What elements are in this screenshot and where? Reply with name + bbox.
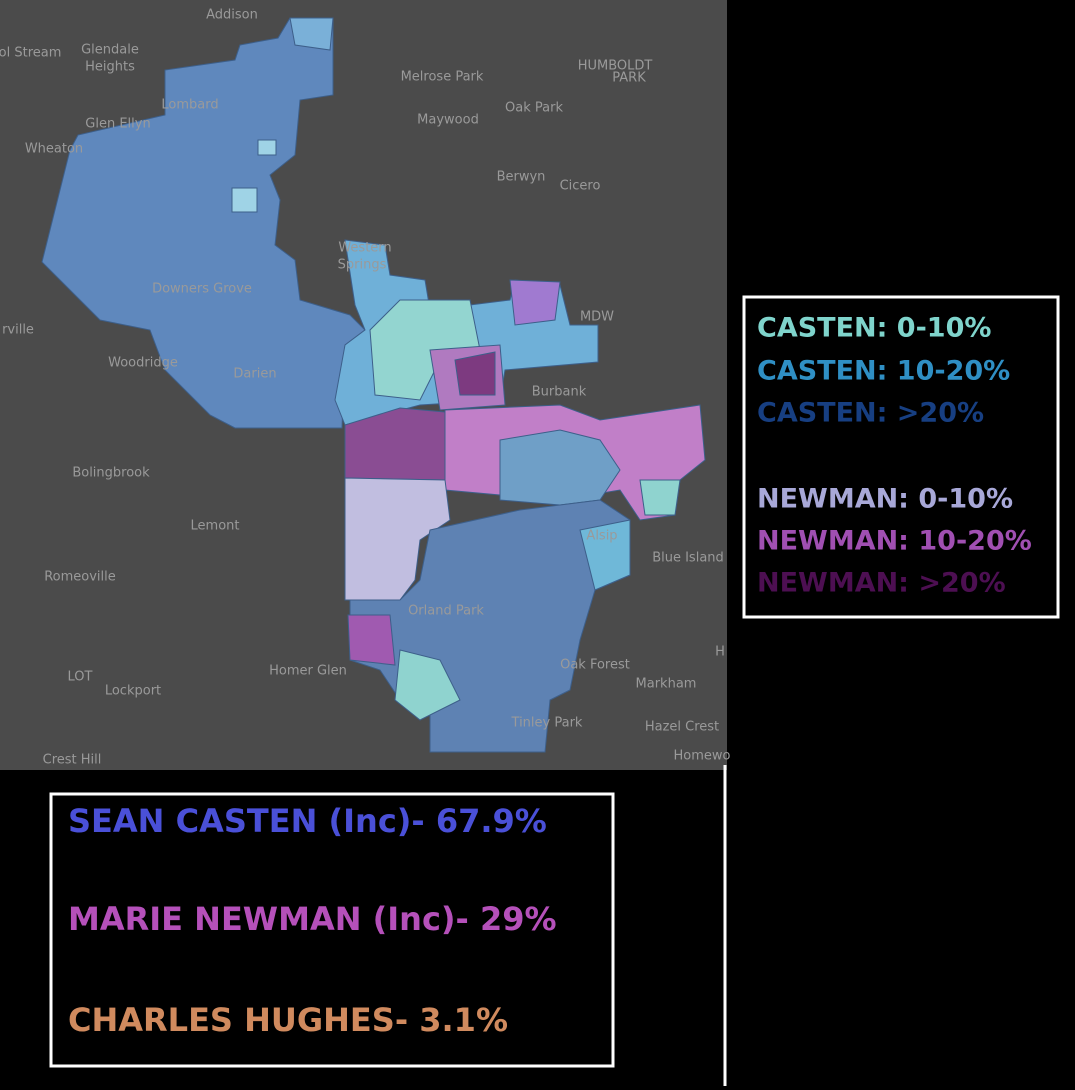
place-label: Crest Hill [43,753,102,768]
legend-entry: NEWMAN: >20% [757,568,1006,599]
place-label: Tinley Park [511,716,583,731]
place-label: Lombard [161,98,218,113]
place-label: Berwyn [497,170,546,185]
place-label: Bolingbrook [72,466,150,481]
place-label: Glendale [81,43,139,58]
place-label: Orland Park [408,604,484,619]
legend-entry: NEWMAN: 10-20% [757,526,1032,557]
place-label: Melrose Park [401,70,484,85]
place-label: rville [2,323,34,338]
place-label: Downers Grove [152,282,252,297]
place-label: Maywood [417,113,479,128]
place-label: Oak Forest [560,658,630,673]
legend-entry: CASTEN: 10-20% [757,356,1010,387]
place-label: Glen Ellyn [85,117,150,132]
place-label: Darien [233,367,276,382]
place-label: PARK [612,71,646,86]
place-label: ol Stream [0,46,61,61]
result-row: SEAN CASTEN (Inc)- 67.9% [68,802,547,840]
place-label: Markham [636,677,697,692]
place-label: Homer Glen [269,664,347,679]
results: SEAN CASTEN (Inc)- 67.9% MARIE NEWMAN (In… [68,802,557,1039]
place-label: LOT [68,670,93,685]
place-label: Romeoville [44,570,116,585]
place-label: Heights [85,60,135,75]
place-label: MDW [580,310,614,325]
place-label: Blue Island [652,551,724,566]
results-box [49,792,615,1068]
place-label: Alsip [586,529,617,544]
place-label: Hazel Crest [645,720,719,735]
district [41,17,706,753]
result-row: MARIE NEWMAN (Inc)- 29% [68,900,557,938]
result-row: CHARLES HUGHES- 3.1% [68,1001,508,1039]
legend-entry: CASTEN: 0-10% [757,313,991,344]
place-label: Springs [338,258,387,273]
place-label: HUMBOLDT [578,59,653,74]
place-label: H [715,645,725,660]
place-label: Woodridge [108,356,178,371]
place-label: Addison [206,8,258,23]
legend-entry: CASTEN: >20% [757,398,984,429]
place-label: Wheaton [25,142,83,157]
place-label: Lockport [105,684,161,699]
place-label: Western [338,241,391,256]
map-labels: Addison ol Stream Glendale Heights Melrose P… [0,8,731,768]
place-label: Cicero [560,179,601,194]
place-label: Homewo [674,749,731,764]
legend: CASTEN: 0-10% CASTEN: 10-20% CASTEN: >20% N… [757,313,1032,599]
legend-entry: NEWMAN: 0-10% [757,484,1013,515]
place-label: Oak Park [505,101,563,116]
legend-box [742,295,1060,619]
place-label: Burbank [532,385,587,400]
place-label: Lemont [191,519,240,534]
